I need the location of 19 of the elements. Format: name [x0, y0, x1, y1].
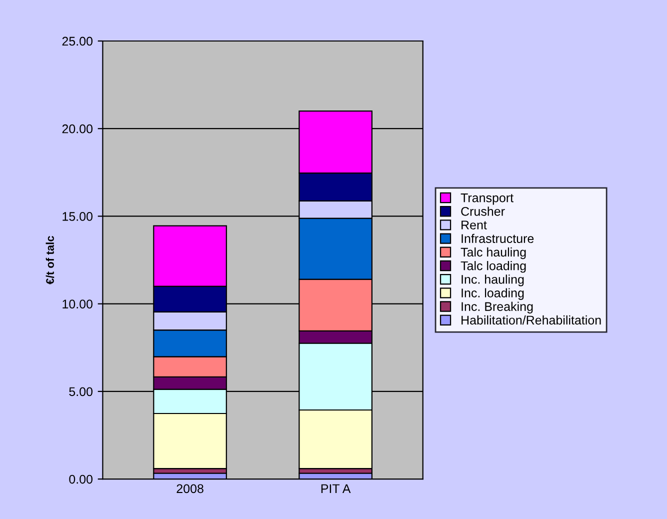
- legend-label: Transport: [460, 194, 514, 205]
- legend-label: Talc hauling: [460, 247, 526, 260]
- y-tick-label: 25.00: [62, 36, 93, 46]
- legend-label: Inc. hauling: [462, 274, 524, 286]
- legend-label: Talc loading: [460, 261, 526, 273]
- y-tick-label: 5.00: [69, 387, 93, 396]
- y-tick-label: 20.00: [62, 124, 93, 134]
- y-axis-title: €/t of talc: [46, 236, 54, 284]
- x-tick-label: PIT A: [321, 484, 351, 493]
- x-tick-label: 2008: [176, 484, 204, 494]
- legend-label: Inc. Breaking: [462, 302, 533, 314]
- y-tick-label: 0.00: [69, 474, 93, 484]
- legend-label: Crusher: [461, 206, 505, 216]
- y-tick-label: 10.00: [62, 300, 93, 308]
- legend-label: Habilitation/Rehabilitation: [462, 315, 601, 325]
- legend-label: Inc. loading: [462, 288, 524, 300]
- legend-label: Rent: [462, 220, 487, 230]
- y-tick-label: 15.00: [62, 212, 93, 221]
- legend-label: Infrastructure: [462, 234, 534, 244]
